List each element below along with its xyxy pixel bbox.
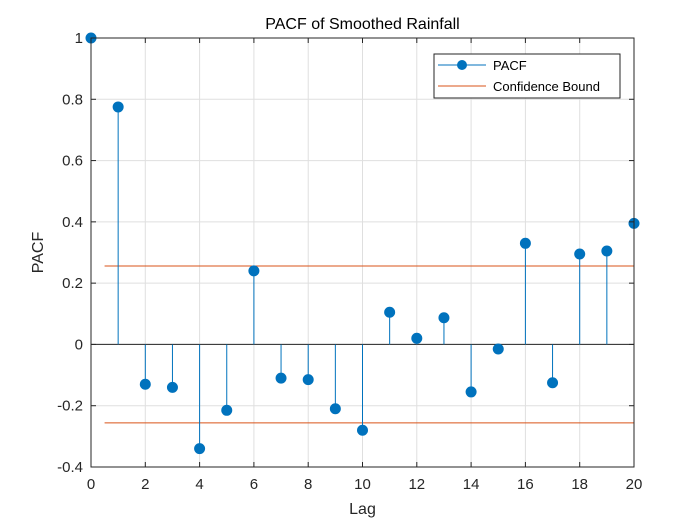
chart-title: PACF of Smoothed Rainfall (265, 16, 459, 33)
pacf-marker (357, 424, 368, 436)
pacf-marker (194, 443, 206, 455)
pacf-marker (248, 265, 260, 277)
x-axis-title: Lag (349, 501, 376, 518)
pacf-marker (275, 372, 287, 384)
x-tick-label: 16 (517, 476, 534, 493)
x-tick-label: 10 (354, 476, 371, 493)
pacf-marker (302, 374, 314, 386)
x-tick-label: 14 (463, 476, 480, 493)
pacf-marker (519, 237, 531, 249)
pacf-marker (492, 343, 504, 355)
pacf-marker (221, 404, 233, 416)
x-tick-label: 8 (304, 476, 312, 493)
y-tick-label: -0.2 (57, 398, 83, 415)
y-tick-label: 0.8 (62, 91, 83, 108)
y-tick-label: 0.4 (62, 214, 83, 231)
x-tick-label: 2 (141, 476, 149, 493)
pacf-marker (139, 378, 151, 390)
legend-pacf-marker-swatch (457, 60, 467, 70)
legend-entry-pacf: PACF (493, 58, 527, 73)
y-tick-label: 0.2 (62, 275, 83, 292)
pacf-marker (411, 332, 423, 344)
pacf-marker (384, 306, 396, 318)
y-tick-label: 1 (75, 30, 83, 47)
pacf-marker (574, 248, 586, 260)
legend-entry-confidence-bound: Confidence Bound (493, 79, 600, 94)
pacf-marker (465, 386, 477, 398)
pacf-marker (329, 403, 341, 415)
y-tick-label: -0.4 (57, 459, 83, 476)
x-tick-label: 6 (250, 476, 258, 493)
y-tick-label: 0.6 (62, 153, 83, 170)
y-tick-label: 0 (75, 336, 83, 353)
x-tick-label: 18 (571, 476, 588, 493)
x-tick-label: 20 (626, 476, 643, 493)
legend: PACF Confidence Bound (433, 53, 621, 99)
x-tick-label: 4 (195, 476, 203, 493)
pacf-marker (166, 381, 178, 393)
pacf-marker (438, 312, 450, 324)
pacf-marker (547, 377, 559, 389)
tick-labels: 0 2 4 6 8 10 12 14 16 18 20 -0.4 -0.2 0 0.2 0.4 0.6 0.8 1 (57, 30, 642, 493)
x-tick-label: 12 (408, 476, 425, 493)
tick-marks (90, 37, 635, 468)
y-axis-title: PACF (30, 232, 47, 274)
x-tick-label: 0 (87, 476, 95, 493)
pacf-marker (601, 245, 613, 257)
pacf-marker (112, 101, 124, 113)
